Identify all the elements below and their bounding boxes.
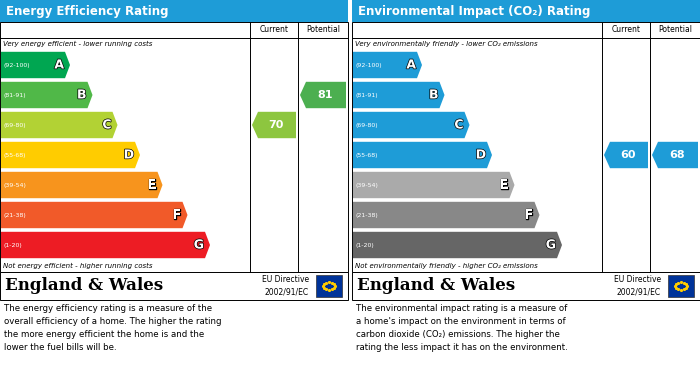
Polygon shape (1, 232, 210, 258)
Bar (0, 22, 348, 272)
Text: (81-91): (81-91) (4, 93, 27, 97)
Text: (55-68): (55-68) (356, 152, 379, 158)
Text: E: E (148, 179, 157, 192)
Text: England & Wales: England & Wales (5, 278, 163, 294)
Polygon shape (1, 142, 140, 168)
Polygon shape (604, 142, 648, 168)
Polygon shape (353, 82, 444, 108)
Text: Current: Current (260, 25, 288, 34)
Polygon shape (300, 82, 346, 108)
Polygon shape (353, 112, 470, 138)
Text: 81: 81 (317, 90, 332, 100)
Text: 70: 70 (268, 120, 284, 130)
Text: Environmental Impact (CO₂) Rating: Environmental Impact (CO₂) Rating (358, 5, 590, 18)
Text: (21-38): (21-38) (356, 212, 379, 217)
Polygon shape (1, 202, 188, 228)
Text: Current: Current (612, 25, 640, 34)
Polygon shape (353, 202, 540, 228)
Text: The energy efficiency rating is a measure of the
overall efficiency of a home. T: The energy efficiency rating is a measur… (4, 304, 221, 352)
Text: (92-100): (92-100) (356, 63, 383, 68)
Text: EU Directive
2002/91/EC: EU Directive 2002/91/EC (614, 275, 661, 297)
Text: A: A (407, 59, 416, 72)
Text: C: C (454, 118, 463, 131)
Text: F: F (525, 208, 533, 221)
Text: E: E (500, 179, 508, 192)
Text: 60: 60 (620, 150, 636, 160)
Text: (21-38): (21-38) (4, 212, 27, 217)
Bar (0, 272, 348, 300)
Bar (352, 272, 700, 300)
Text: EU Directive
2002/91/EC: EU Directive 2002/91/EC (262, 275, 309, 297)
Polygon shape (353, 52, 422, 78)
Text: (39-54): (39-54) (356, 183, 379, 188)
Bar (0, 0, 348, 22)
Polygon shape (353, 142, 492, 168)
Text: The environmental impact rating is a measure of
a home's impact on the environme: The environmental impact rating is a mea… (356, 304, 568, 352)
Text: 68: 68 (669, 150, 685, 160)
Text: B: B (77, 88, 87, 102)
Polygon shape (652, 142, 698, 168)
Text: (55-68): (55-68) (4, 152, 27, 158)
Text: Not environmentally friendly - higher CO₂ emissions: Not environmentally friendly - higher CO… (355, 263, 538, 269)
Text: Very energy efficient - lower running costs: Very energy efficient - lower running co… (3, 41, 153, 47)
Polygon shape (1, 112, 118, 138)
Text: (69-80): (69-80) (4, 122, 27, 127)
Bar (316, 275, 342, 297)
Text: Potential: Potential (306, 25, 340, 34)
Polygon shape (1, 52, 70, 78)
Polygon shape (1, 172, 162, 198)
Text: (81-91): (81-91) (356, 93, 379, 97)
Text: G: G (546, 239, 556, 251)
Text: (39-54): (39-54) (4, 183, 27, 188)
Text: (1-20): (1-20) (356, 242, 374, 248)
Text: D: D (476, 149, 486, 161)
Text: England & Wales: England & Wales (357, 278, 515, 294)
Bar (352, 22, 700, 272)
Polygon shape (1, 82, 92, 108)
Text: G: G (194, 239, 204, 251)
Text: Potential: Potential (658, 25, 692, 34)
Polygon shape (252, 112, 296, 138)
Text: Very environmentally friendly - lower CO₂ emissions: Very environmentally friendly - lower CO… (355, 41, 538, 47)
Bar (352, 0, 700, 22)
Text: Not energy efficient - higher running costs: Not energy efficient - higher running co… (3, 263, 153, 269)
Text: A: A (55, 59, 64, 72)
Bar (668, 275, 694, 297)
Text: (1-20): (1-20) (4, 242, 22, 248)
Text: F: F (173, 208, 181, 221)
Text: D: D (124, 149, 134, 161)
Text: Energy Efficiency Rating: Energy Efficiency Rating (6, 5, 169, 18)
Text: C: C (102, 118, 111, 131)
Text: B: B (429, 88, 438, 102)
Polygon shape (353, 172, 514, 198)
Text: (69-80): (69-80) (356, 122, 379, 127)
Polygon shape (353, 232, 562, 258)
Text: (92-100): (92-100) (4, 63, 31, 68)
